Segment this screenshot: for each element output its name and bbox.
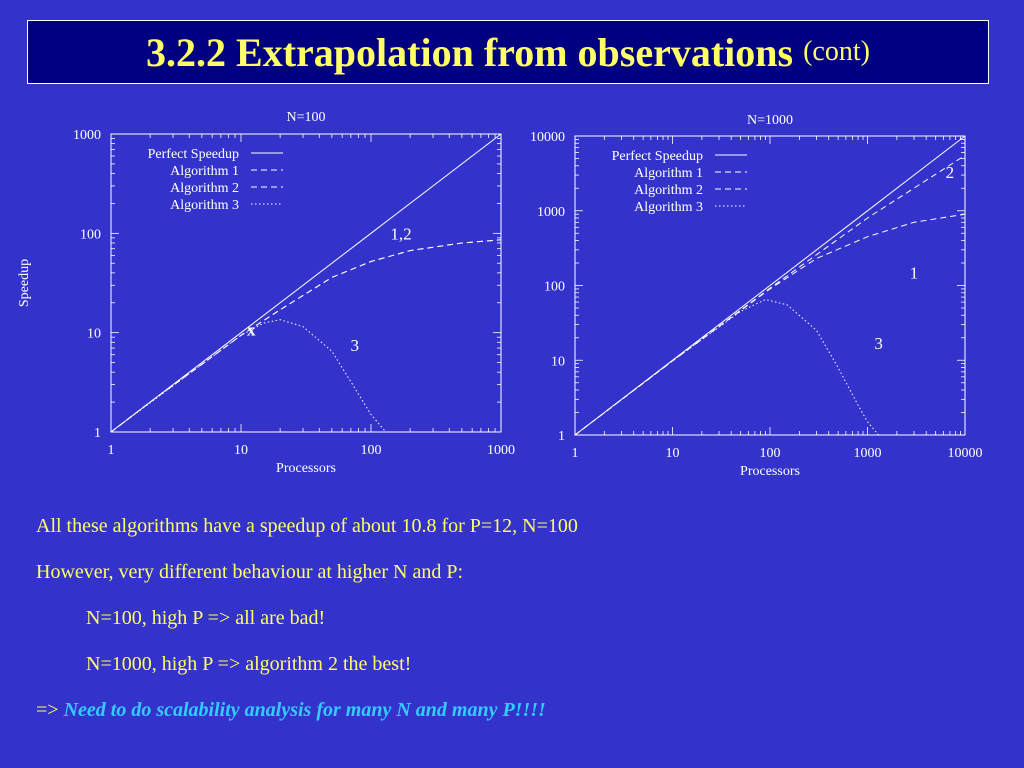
x-tick-label: 100 bbox=[361, 443, 382, 458]
conclusion-arrow: => bbox=[36, 699, 59, 721]
x-tick-label: 10 bbox=[666, 446, 680, 461]
slide-subtitle: (cont) bbox=[803, 36, 870, 67]
series-line-algorithm-3 bbox=[110, 319, 387, 433]
plot-frame bbox=[110, 133, 502, 433]
x-tick-label: 10 bbox=[234, 443, 248, 458]
series-line-algorithm-1 bbox=[110, 239, 502, 433]
annotation-label: 2 bbox=[946, 163, 955, 182]
x-axis-label: Processors bbox=[740, 464, 800, 479]
text-line-3: N=100, high P => all are bad! bbox=[86, 607, 326, 629]
annotation-label: x bbox=[247, 320, 256, 339]
legend-label: Algorithm 1 bbox=[634, 166, 703, 181]
x-tick-label: 1000 bbox=[487, 443, 515, 458]
y-tick-label: 1 bbox=[558, 429, 565, 444]
chart-title: N=100 bbox=[286, 110, 325, 125]
annotation-label: 1 bbox=[910, 263, 919, 282]
x-tick-label: 10000 bbox=[948, 446, 983, 461]
legend-label: Algorithm 1 bbox=[170, 164, 239, 179]
text-line-5: => Need to do scalability analysis for m… bbox=[36, 696, 976, 742]
legend-label: Algorithm 3 bbox=[170, 198, 239, 213]
text-line-4: N=1000, high P => algorithm 2 the best! bbox=[86, 653, 412, 675]
y-tick-label: 10 bbox=[551, 354, 565, 369]
chart-title: N=1000 bbox=[747, 113, 793, 128]
chart-n1000: 1 10 100 1000 10000 1 10 100 1000 10000 N=1000 Proc… bbox=[530, 113, 983, 479]
x-tick-label: 1 bbox=[572, 446, 579, 461]
slide-title: 3.2.2 Extrapolation from observations bbox=[146, 29, 794, 75]
chart-n100: 1 10 100 1000 1 10 100 1000 N=100 Processors Speed… bbox=[17, 110, 515, 476]
text-line-2: However, very different behaviour at hig… bbox=[36, 561, 464, 583]
body-text: All these algorithms have a speedup of a… bbox=[36, 512, 976, 742]
y-tick-label: 1 bbox=[94, 426, 101, 441]
series-line-algorithm-2 bbox=[574, 154, 966, 436]
annotation-label: 1,2 bbox=[390, 224, 411, 243]
conclusion-emphasis: Need to do scalability analysis for many… bbox=[63, 699, 546, 721]
series-line-algorithm-2 bbox=[110, 239, 502, 433]
series-line-perfect-speedup bbox=[110, 133, 502, 433]
x-tick-label: 1 bbox=[108, 443, 115, 458]
y-tick-label: 10000 bbox=[530, 130, 565, 145]
legend-label: Algorithm 3 bbox=[634, 200, 703, 215]
legend-label: Perfect Speedup bbox=[612, 149, 703, 164]
x-tick-label: 100 bbox=[760, 446, 781, 461]
legend-label: Perfect Speedup bbox=[148, 147, 239, 162]
annotation-label: 3 bbox=[351, 336, 360, 355]
y-tick-label: 10 bbox=[87, 327, 101, 342]
legend-label: Algorithm 2 bbox=[170, 181, 239, 196]
title-box: 3.2.2 Extrapolation from observations (c… bbox=[27, 20, 989, 84]
series-line-algorithm-3 bbox=[574, 298, 879, 436]
y-axis-label: Speedup bbox=[17, 259, 32, 307]
y-tick-label: 1000 bbox=[537, 205, 565, 220]
y-tick-label: 100 bbox=[544, 280, 565, 295]
legend-label: Algorithm 2 bbox=[634, 183, 703, 198]
text-line-1: All these algorithms have a speedup of a… bbox=[36, 515, 578, 537]
x-axis-label: Processors bbox=[276, 461, 336, 476]
y-tick-label: 100 bbox=[80, 227, 101, 242]
series-line-algorithm-1 bbox=[574, 213, 966, 436]
x-tick-label: 1000 bbox=[854, 446, 882, 461]
y-tick-label: 1000 bbox=[73, 128, 101, 143]
annotation-label: 3 bbox=[874, 334, 883, 353]
